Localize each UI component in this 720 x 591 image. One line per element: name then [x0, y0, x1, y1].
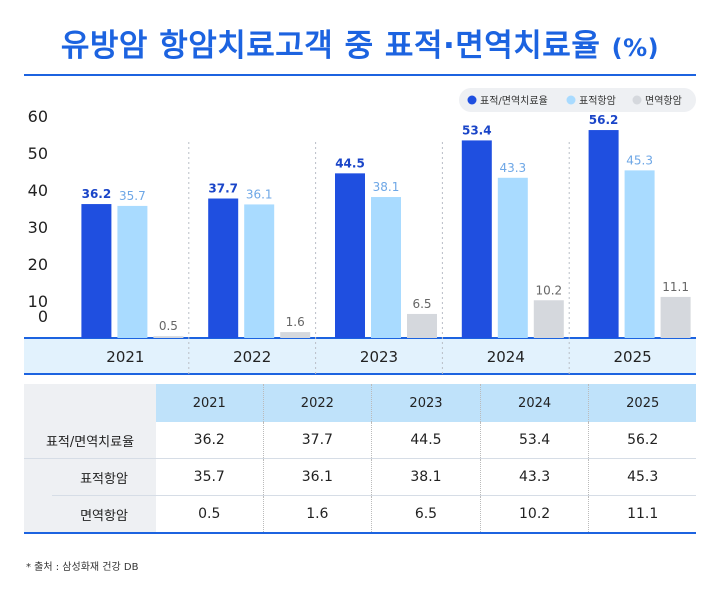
x-tick-label: 2021 [106, 348, 144, 366]
bar [497, 177, 528, 338]
data-label: 44.5 [335, 156, 365, 170]
bar [588, 130, 619, 338]
legend-label: 표적항암 [579, 95, 616, 107]
bar [244, 204, 275, 338]
y-tick-label: 20 [28, 255, 48, 274]
data-label: 43.3 [499, 161, 526, 175]
table-cell: 37.7 [263, 422, 373, 459]
table-header-row: 2021 2022 2023 2024 2025 [24, 384, 696, 422]
data-label: 36.2 [82, 187, 112, 201]
table-cell: 36.2 [156, 422, 264, 459]
y-tick-label: 30 [28, 218, 48, 237]
table-col-header: 2022 [263, 384, 373, 422]
table-cell: 1.6 [263, 495, 373, 534]
row-label: 면역항암 [52, 495, 156, 534]
data-label: 35.7 [119, 189, 146, 203]
table-col-header: 2025 [588, 384, 696, 422]
table-cell: 38.1 [371, 458, 481, 496]
y-tick-label: 0 [38, 307, 48, 326]
table-cell: 43.3 [480, 458, 590, 496]
table-row: 면역항암 0.5 1.6 6.5 10.2 11.1 [24, 495, 696, 534]
table-cell: 6.5 [371, 495, 481, 534]
y-tick-label: 50 [28, 144, 48, 163]
row-indent [24, 495, 52, 534]
bar [117, 205, 148, 338]
table-cell: 0.5 [156, 495, 264, 534]
y-tick-label: 10 [28, 292, 48, 311]
data-label: 0.5 [159, 319, 178, 333]
data-label: 38.1 [373, 180, 400, 194]
legend-box [459, 88, 696, 112]
bar [660, 296, 691, 338]
legend-label: 면역항암 [645, 95, 682, 107]
bar [335, 173, 365, 338]
legend-swatch [632, 95, 642, 105]
table-row: 표적항암 35.7 36.1 38.1 43.3 45.3 [24, 458, 696, 496]
data-label: 37.7 [208, 182, 238, 196]
source-note: * 출처 : 삼성화재 건강 DB [26, 562, 139, 573]
page-title: 유방암 항암치료고객 중 표적·면역치료율 (%) [0, 20, 720, 65]
table-row: 표적/면역치료율 36.2 37.7 44.5 53.4 56.2 [24, 422, 696, 459]
y-tick-label: 40 [28, 181, 48, 200]
table-col-header: 2024 [480, 384, 590, 422]
data-table: 2021 2022 2023 2024 2025 표적/면역치료율 36.2 3… [24, 384, 696, 534]
bar [461, 140, 492, 338]
legend-label: 표적/면역치료율 [480, 95, 548, 107]
bar [407, 313, 437, 338]
row-label: 표적항암 [52, 458, 156, 496]
x-tick-label: 2024 [487, 348, 525, 366]
bar [624, 170, 655, 338]
bar [533, 300, 564, 338]
x-tick-label: 2025 [614, 348, 652, 366]
table-cell: 35.7 [156, 458, 264, 496]
y-tick-label: 60 [28, 107, 48, 126]
bar [81, 204, 112, 338]
data-label: 1.6 [286, 315, 305, 329]
table-cell: 56.2 [588, 422, 696, 459]
table-col-header: 2023 [371, 384, 481, 422]
data-label: 36.1 [246, 187, 273, 201]
table-corner [24, 384, 156, 422]
title-divider [24, 74, 696, 76]
x-tick-label: 2023 [360, 348, 398, 366]
legend-swatch [566, 95, 576, 105]
row-label: 표적/면역치료율 [24, 422, 156, 459]
title-text: 유방암 항암치료고객 중 표적·면역치료율 [60, 28, 601, 64]
legend-swatch [467, 95, 477, 105]
data-label: 10.2 [535, 283, 562, 297]
table-cell: 44.5 [371, 422, 481, 459]
table-col-header: 2021 [156, 384, 264, 422]
data-label: 56.2 [589, 113, 619, 127]
bar [371, 197, 401, 338]
table-cell: 10.2 [480, 495, 590, 534]
data-label: 53.4 [462, 123, 492, 137]
table-cell: 36.1 [263, 458, 373, 496]
data-label: 45.3 [626, 153, 653, 167]
bar [153, 336, 184, 338]
bar [208, 198, 239, 338]
x-tick-label: 2022 [233, 348, 271, 366]
table-cell: 45.3 [588, 458, 696, 496]
x-axis-band [24, 338, 696, 374]
row-indent [24, 458, 52, 496]
bar-chart: 60 50 40 30 20 100 36.2 35.7 0.5 2021 37.7 36.1 1.6 2… [24, 88, 696, 375]
data-label: 6.5 [412, 297, 431, 311]
data-label: 11.1 [662, 280, 689, 294]
table-cell: 53.4 [480, 422, 590, 459]
title-unit: (%) [611, 34, 660, 62]
bar [280, 332, 311, 338]
table-cell: 11.1 [588, 495, 696, 534]
